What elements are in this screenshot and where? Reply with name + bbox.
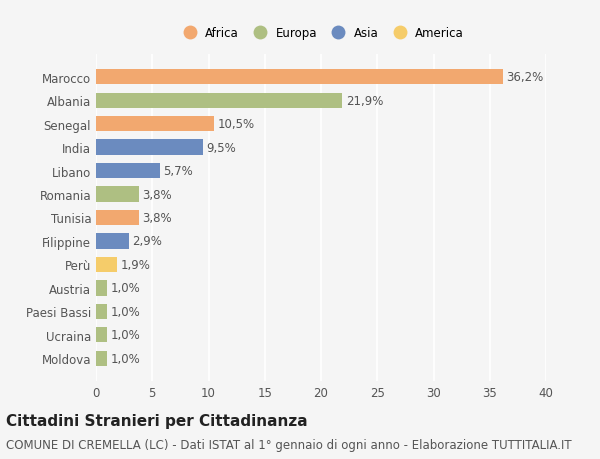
Legend: Africa, Europa, Asia, America: Africa, Europa, Asia, America: [173, 22, 469, 44]
Bar: [96, 140, 203, 156]
Text: 21,9%: 21,9%: [346, 95, 383, 107]
Bar: [96, 70, 503, 85]
Text: 10,5%: 10,5%: [218, 118, 254, 131]
Text: 9,5%: 9,5%: [206, 141, 236, 154]
Bar: [96, 328, 107, 343]
Text: 3,8%: 3,8%: [142, 212, 172, 224]
Text: 3,8%: 3,8%: [142, 188, 172, 201]
Text: Cittadini Stranieri per Cittadinanza: Cittadini Stranieri per Cittadinanza: [6, 413, 308, 428]
Bar: [96, 280, 107, 296]
Bar: [96, 117, 214, 132]
Text: 36,2%: 36,2%: [506, 71, 544, 84]
Bar: [96, 93, 343, 108]
Text: 1,0%: 1,0%: [110, 329, 140, 341]
Text: 1,0%: 1,0%: [110, 282, 140, 295]
Text: COMUNE DI CREMELLA (LC) - Dati ISTAT al 1° gennaio di ogni anno - Elaborazione T: COMUNE DI CREMELLA (LC) - Dati ISTAT al …: [6, 438, 572, 451]
Bar: [96, 210, 139, 226]
Bar: [96, 351, 107, 366]
Bar: [96, 187, 139, 202]
Text: 2,9%: 2,9%: [132, 235, 162, 248]
Bar: [96, 304, 107, 319]
Text: 1,0%: 1,0%: [110, 305, 140, 318]
Bar: [96, 234, 128, 249]
Text: 1,0%: 1,0%: [110, 352, 140, 365]
Text: 1,9%: 1,9%: [121, 258, 151, 271]
Text: 5,7%: 5,7%: [163, 165, 193, 178]
Bar: [96, 163, 160, 179]
Bar: [96, 257, 118, 273]
